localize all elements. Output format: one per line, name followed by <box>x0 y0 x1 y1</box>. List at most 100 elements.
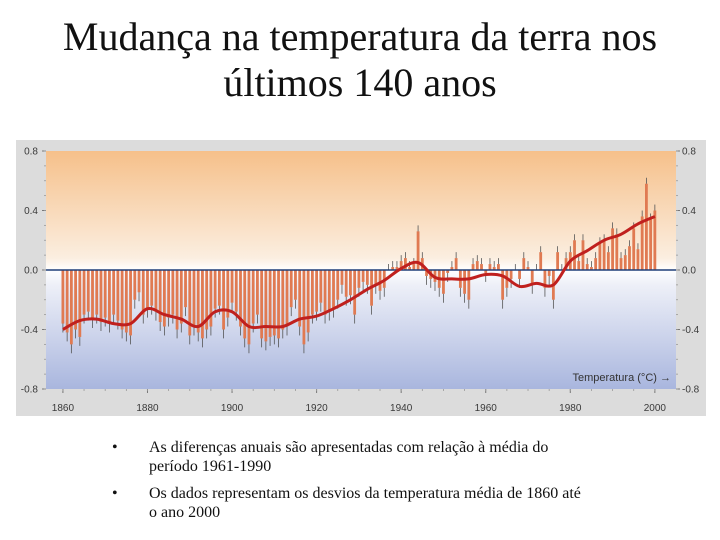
bullet-dot: • <box>112 439 118 456</box>
annual-bar <box>454 258 458 270</box>
y-tick-label-left: -0.8 <box>21 385 39 396</box>
annual-bar <box>577 261 581 270</box>
annual-bar <box>162 270 166 327</box>
annual-bar <box>285 270 289 327</box>
annual-bar <box>146 270 149 309</box>
bullet-text: Os dados representam os desvios da tempe… <box>149 485 581 521</box>
annual-bar <box>471 264 475 270</box>
annual-bar <box>217 270 221 306</box>
y-tick-label-right: 0.8 <box>682 147 696 158</box>
annual-bar <box>336 270 340 300</box>
annual-bar <box>425 270 428 276</box>
annual-bar <box>492 267 496 270</box>
annual-bar <box>108 270 111 324</box>
annual-bar <box>365 270 369 285</box>
annual-bar <box>306 270 310 333</box>
annual-bar <box>484 270 488 273</box>
annual-bar <box>103 270 107 318</box>
annual-bar <box>467 270 471 300</box>
annual-bar <box>234 270 238 312</box>
y-tick-label-right: -0.4 <box>682 325 700 336</box>
annual-bar <box>361 270 365 282</box>
annual-bar <box>349 270 352 296</box>
annual-bar <box>391 267 395 270</box>
x-tick-label: 1900 <box>221 403 244 414</box>
annual-bar <box>332 270 335 309</box>
annual-bar <box>124 270 128 333</box>
annual-bar <box>222 270 225 330</box>
annual-bar <box>475 261 479 270</box>
annual-bar <box>133 270 137 300</box>
annual-bar <box>158 270 162 323</box>
annual-bar <box>277 270 280 339</box>
slide-title: Mudança na temperatura da terra nos últi… <box>0 14 720 106</box>
annual-bar <box>213 270 217 309</box>
annual-bar <box>573 240 576 270</box>
annual-bar <box>446 270 450 273</box>
bullet-item: • Os dados representam os desvios da temp… <box>112 484 592 522</box>
annual-bar <box>602 240 606 270</box>
annual-bar <box>192 270 196 327</box>
annual-bar <box>264 270 268 342</box>
x-tick-label: 1920 <box>305 403 328 414</box>
annual-bar <box>112 270 116 315</box>
annual-bar <box>310 270 314 315</box>
annual-bar <box>649 219 653 270</box>
annual-bar <box>539 252 543 270</box>
annual-bar <box>78 270 82 337</box>
annual-bar <box>623 255 627 271</box>
annual-bar <box>184 270 187 308</box>
annual-bar <box>547 270 551 276</box>
annual-bar <box>374 270 378 285</box>
annual-bar <box>340 270 344 285</box>
x-tick-label: 1980 <box>559 403 582 414</box>
title-line-2: últimos 140 anos <box>223 60 497 105</box>
annual-bar <box>628 246 631 270</box>
annual-bar <box>315 270 318 312</box>
annual-bar <box>205 270 209 330</box>
x-tick-label: 1940 <box>390 403 413 414</box>
x-tick-label: 2000 <box>644 403 667 414</box>
bullet-item: • As diferenças anuais são apresentadas c… <box>112 438 592 476</box>
y-tick-label-left: -0.4 <box>21 325 39 336</box>
annual-bar <box>556 252 560 270</box>
annual-bar <box>412 264 416 270</box>
annual-bar <box>171 270 175 315</box>
annual-bar <box>395 267 399 270</box>
annual-bar <box>251 270 255 324</box>
annual-bar <box>645 183 648 270</box>
annual-bar <box>69 270 73 345</box>
annual-bar <box>230 270 234 303</box>
bullet-dot: • <box>112 485 118 502</box>
annual-bar <box>150 270 154 306</box>
annual-bar <box>289 270 293 308</box>
y-tick-label-left: 0.0 <box>24 266 38 277</box>
annual-bar <box>272 270 276 336</box>
annual-bar <box>632 228 636 270</box>
annual-bar <box>201 270 204 339</box>
annual-bar <box>526 267 530 270</box>
tick-marks <box>42 150 680 393</box>
annual-bar <box>61 270 65 324</box>
annual-bar <box>353 270 357 315</box>
annual-bar <box>543 270 547 288</box>
annual-bar <box>327 270 331 312</box>
annual-bar <box>509 270 513 279</box>
annual-bar <box>209 270 213 327</box>
annual-bar <box>615 234 619 270</box>
annual-bar <box>518 270 521 279</box>
annual-bar <box>636 249 640 270</box>
annual-bar <box>247 270 251 345</box>
annual-bar <box>497 264 500 270</box>
annual-bar <box>65 270 69 333</box>
annual-bar <box>137 270 141 293</box>
axis-labels: 0.8 0.8 0.4 0.4 0.0 0.0 -0.4 -0.4 -0.8 -0.8 1860 18… <box>21 147 700 415</box>
annual-bar <box>488 264 492 270</box>
annual-bar <box>268 270 272 337</box>
annual-bar <box>450 267 454 270</box>
temperature-chart: 0.8 0.8 0.4 0.4 0.0 0.0 -0.4 -0.4 -0.8 -0.8 1860 18… <box>16 140 706 416</box>
annual-bar <box>95 270 99 315</box>
annual-bar <box>129 270 132 336</box>
annual-bar <box>226 270 230 318</box>
temperature-annotation: Temperatura (°C) → <box>572 372 671 384</box>
